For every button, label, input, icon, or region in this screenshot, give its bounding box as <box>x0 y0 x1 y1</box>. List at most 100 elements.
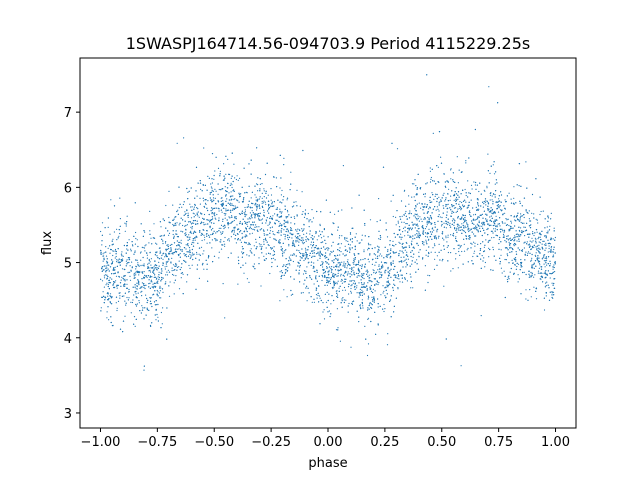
data-point <box>176 210 178 213</box>
data-point <box>451 190 453 192</box>
data-point <box>458 224 460 227</box>
data-point <box>184 220 186 222</box>
data-point <box>513 245 515 247</box>
data-point <box>157 267 160 269</box>
data-point <box>165 250 167 252</box>
data-point <box>469 238 471 240</box>
data-point <box>127 257 130 259</box>
data-point <box>211 247 213 249</box>
data-point <box>356 292 358 294</box>
data-point <box>127 262 129 264</box>
data-point <box>175 233 177 235</box>
data-point <box>250 251 252 253</box>
data-point <box>550 239 552 241</box>
data-point <box>185 244 187 246</box>
data-point <box>425 249 427 251</box>
data-point <box>182 231 184 233</box>
data-point <box>451 206 453 208</box>
data-point <box>131 266 133 268</box>
data-point <box>126 215 128 217</box>
data-point <box>395 224 397 226</box>
data-point <box>219 170 221 172</box>
data-point <box>263 239 265 241</box>
data-point <box>453 222 455 224</box>
data-point <box>173 282 175 284</box>
data-point <box>279 201 281 203</box>
data-point <box>269 236 271 238</box>
data-point <box>227 158 229 160</box>
data-point <box>173 218 175 220</box>
data-point <box>462 204 464 206</box>
data-point <box>248 281 250 283</box>
data-point <box>220 239 222 241</box>
data-point <box>435 193 437 195</box>
data-point <box>159 297 161 299</box>
data-point <box>185 234 187 236</box>
data-point <box>280 177 282 179</box>
data-point <box>265 258 267 260</box>
data-point <box>276 219 278 221</box>
data-point <box>218 210 220 212</box>
data-point <box>390 200 392 202</box>
data-point <box>336 282 338 284</box>
data-point <box>498 198 500 200</box>
data-point <box>149 233 151 235</box>
data-point <box>393 279 395 281</box>
data-point <box>477 243 479 245</box>
data-point <box>504 247 507 249</box>
data-point <box>328 247 330 250</box>
data-point <box>237 206 239 208</box>
data-point <box>271 266 273 268</box>
data-point <box>228 192 230 194</box>
data-point <box>462 189 464 191</box>
data-point <box>490 215 492 217</box>
data-point <box>117 248 119 250</box>
data-point <box>313 262 315 264</box>
data-point <box>151 305 153 308</box>
data-point <box>423 218 425 220</box>
data-point <box>446 211 448 213</box>
data-point <box>340 280 342 282</box>
data-point <box>498 248 500 250</box>
data-point <box>261 218 264 220</box>
data-point <box>281 202 283 204</box>
data-point <box>542 240 544 242</box>
data-point <box>328 282 330 284</box>
data-point <box>482 206 484 208</box>
data-point <box>311 247 313 249</box>
data-point <box>282 199 284 201</box>
data-point <box>153 301 156 303</box>
data-point <box>434 245 436 247</box>
data-point <box>336 283 338 285</box>
data-point <box>424 203 426 205</box>
data-point <box>460 365 462 367</box>
data-point <box>423 244 425 246</box>
data-point <box>469 229 471 232</box>
data-point <box>109 252 111 254</box>
data-point <box>458 248 460 250</box>
data-point <box>372 291 374 294</box>
data-point <box>242 264 244 266</box>
data-point <box>509 247 511 249</box>
data-point <box>208 213 210 216</box>
data-point <box>283 274 285 276</box>
data-point <box>215 238 217 240</box>
data-point <box>312 252 314 254</box>
data-point <box>200 188 202 190</box>
data-point <box>523 247 526 249</box>
data-point <box>218 257 220 259</box>
data-point <box>329 282 331 285</box>
data-point <box>533 213 535 215</box>
data-point <box>144 274 146 276</box>
data-point <box>397 220 399 222</box>
data-point <box>501 272 503 274</box>
data-point <box>166 274 169 276</box>
data-point <box>122 277 124 280</box>
data-point <box>467 227 469 229</box>
data-point <box>212 194 214 196</box>
data-point <box>162 264 164 266</box>
data-point <box>147 299 149 301</box>
data-point <box>477 202 479 204</box>
data-point <box>124 280 126 282</box>
data-point <box>154 314 156 316</box>
